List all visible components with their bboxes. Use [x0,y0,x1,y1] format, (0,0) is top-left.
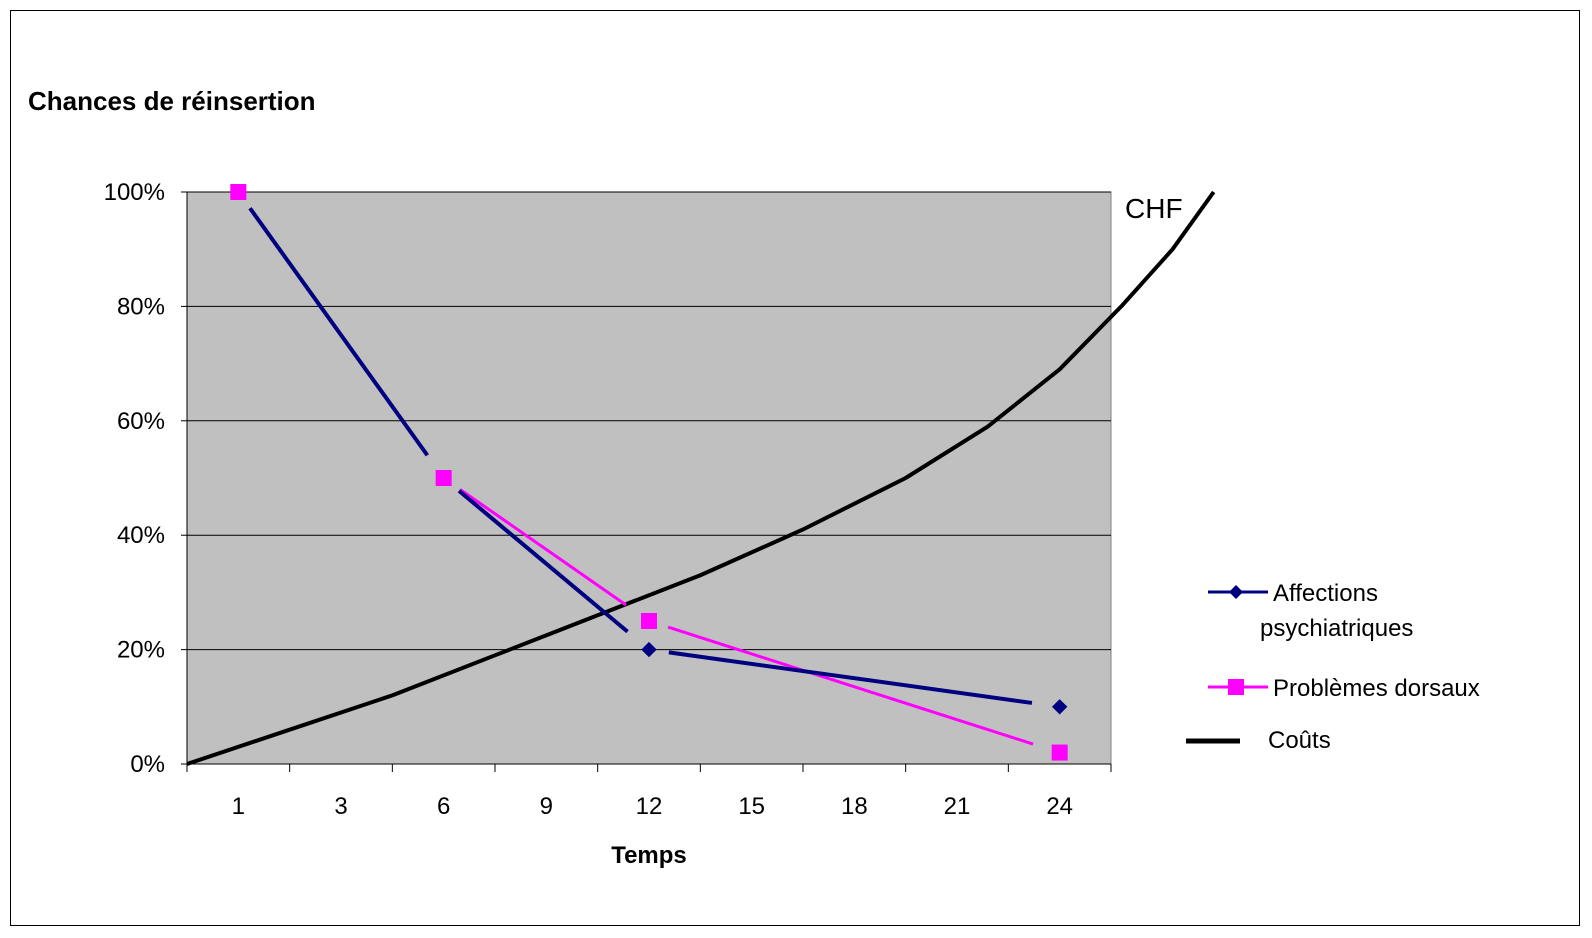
marker-problemes-dorsaux [435,470,452,486]
x-tick-label: 3 [334,793,347,820]
x-tick-label: 15 [738,793,765,820]
x-tick-label: 18 [841,793,868,820]
x-tick-label: 6 [437,793,450,820]
series-line-problemes-dorsaux [667,625,1034,746]
marker-layer [230,184,1068,761]
x-tick-labels: 1 3 6 9 12 15 18 21 24 [186,764,1112,820]
legend-label-problemes: Problèmes dorsaux [1273,675,1480,702]
secondary-axis-label: CHF [1125,193,1183,224]
gridlines [187,191,1111,651]
y-tick-label: 60% [117,408,165,435]
marker-problemes-dorsaux [230,184,247,200]
marker-problemes-dorsaux [641,613,657,629]
y-tick-label: 0% [130,751,165,778]
axes [186,192,1111,765]
y-tick-label: 100% [104,179,165,206]
marker-affections-psychiatriques [1051,699,1068,715]
legend-label-affections-line2: psychiatriques [1260,615,1413,642]
series-line-couts [186,190,1216,766]
series-line-affections-psychiatriques [668,650,1033,705]
legend-label-couts: Coûts [1268,727,1331,754]
plot-area [186,191,1112,765]
marker-affections-psychiatriques [641,641,657,658]
x-tick-label: 21 [944,793,971,820]
series-line-affections-psychiatriques [457,489,629,634]
x-tick-label: 9 [540,793,553,820]
x-axis-title: Temps [611,842,687,869]
x-tick-label: 1 [232,793,245,820]
y-tick-label: 40% [117,522,165,549]
legend: Affections psychiatriques Problèmes dorsau… [1186,580,1480,754]
series-line-problemes-dorsaux [459,488,627,607]
legend-marker-problemes [1228,679,1244,695]
series-layer [186,190,1216,766]
chart-title: Chances de réinsertion [28,86,316,116]
marker-problemes-dorsaux [1051,744,1068,761]
y-tick-labels: 0% 20% 40% 60% 80% 100% [104,179,187,778]
x-tick-label: 12 [636,793,663,820]
chart-frame [10,10,1580,926]
y-tick-label: 80% [117,293,165,320]
legend-marker-affections [1229,585,1243,599]
series-line-affections-psychiatriques [248,207,429,457]
y-tick-label: 20% [117,637,165,664]
legend-label-affections: Affections [1273,580,1378,607]
x-tick-label: 24 [1046,793,1073,820]
